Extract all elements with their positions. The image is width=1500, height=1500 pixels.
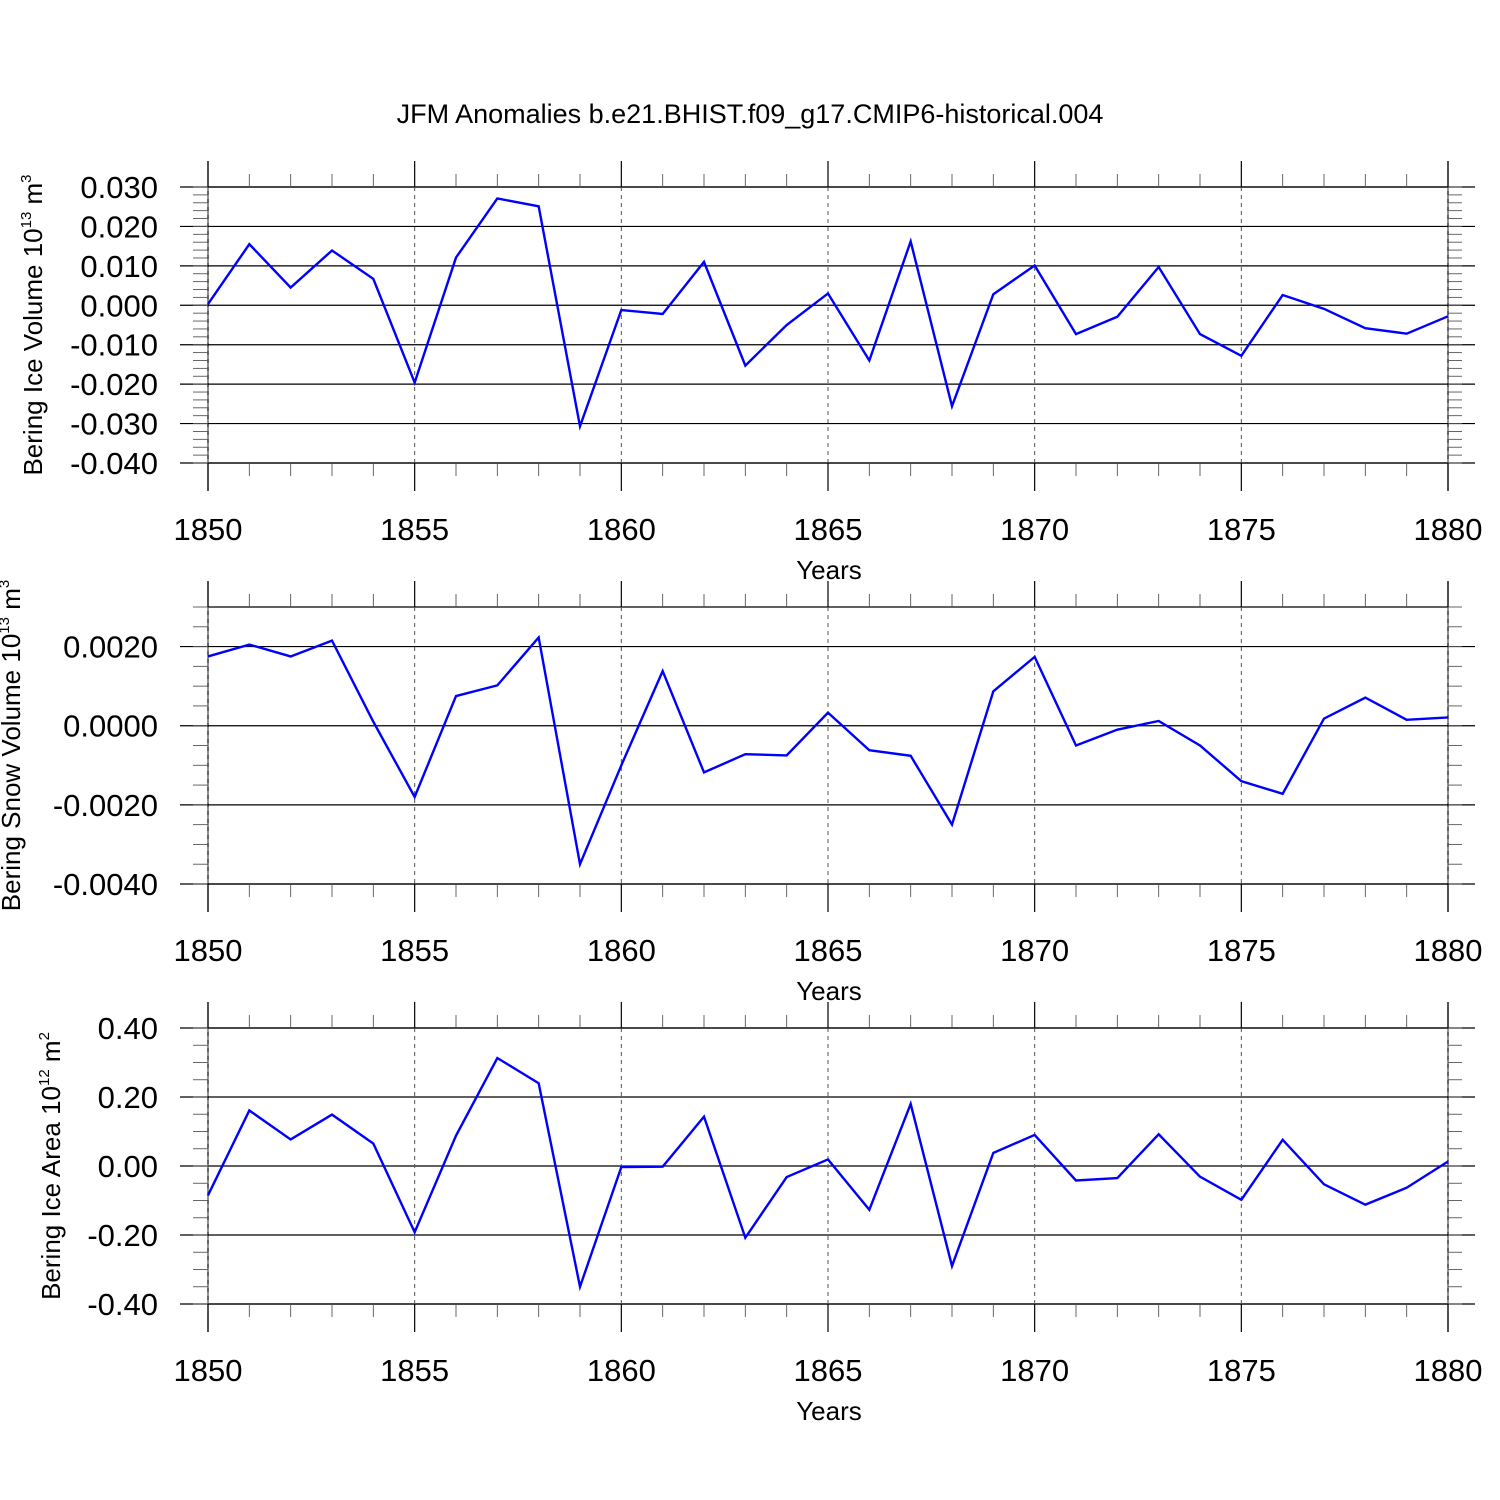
y-tick-label: -0.40	[87, 1287, 158, 1322]
series-line	[207, 634, 1449, 869]
y-tick-label: 0.20	[98, 1080, 158, 1115]
y-tick-label: -0.20	[87, 1218, 158, 1253]
series-line	[207, 197, 1449, 431]
x-tick-label: 1875	[1207, 512, 1276, 547]
x-tick-label: 1850	[174, 933, 243, 968]
y-tick-label: 0.010	[80, 249, 158, 284]
figure-title: JFM Anomalies b.e21.BHIST.f09_g17.CMIP6-…	[397, 99, 1104, 129]
series-line	[206, 1056, 1449, 1292]
y-tick-label: -0.030	[70, 407, 158, 442]
x-tick-label: 1880	[1414, 1353, 1483, 1388]
y-tick-label: -0.020	[70, 367, 158, 402]
x-tick-label: 1865	[794, 1353, 863, 1388]
x-tick-label: 1855	[380, 933, 449, 968]
y-axis-label: Bering Snow Volume 1013 m3	[0, 580, 26, 911]
y-tick-label: 0.030	[80, 170, 158, 205]
x-tick-label: 1855	[380, 1353, 449, 1388]
x-tick-label: 1855	[380, 512, 449, 547]
y-tick-label: -0.0020	[53, 788, 158, 823]
x-tick-label: 1860	[587, 1353, 656, 1388]
y-tick-label: -0.040	[70, 446, 158, 481]
panel-2: -0.0040 -0.0020 0.0000 0.0020 1850 1855 1860 18…	[0, 580, 1482, 1006]
y-tick-label: -0.010	[70, 328, 158, 363]
y-axis-label: Bering Ice Area 1012 m2	[36, 1032, 66, 1300]
x-tick-label: 1850	[174, 1353, 243, 1388]
x-tick-label: 1850	[174, 512, 243, 547]
y-tick-label: 0.00	[98, 1149, 158, 1184]
x-tick-label: 1870	[1000, 512, 1069, 547]
x-axis-label: Years	[796, 555, 862, 585]
y-tick-label: 0.0020	[63, 630, 158, 665]
x-tick-label: 1875	[1207, 933, 1276, 968]
y-tick-label: 0.000	[80, 288, 158, 323]
x-axis-label: Years	[796, 976, 862, 1006]
x-axis-label: Years	[796, 1396, 862, 1426]
y-axis-label: Bering Ice Volume 1013 m3	[18, 174, 48, 475]
x-tick-label: 1860	[587, 512, 656, 547]
y-tick-label: 0.0000	[63, 709, 158, 744]
x-tick-label: 1870	[1000, 1353, 1069, 1388]
panel-3: -0.40 -0.20 0.00 0.20 0.40 1850 1855 1860 1865 18…	[36, 1002, 1482, 1426]
x-tick-label: 1865	[794, 512, 863, 547]
y-tick-label: 0.020	[80, 209, 158, 244]
x-tick-label: 1880	[1414, 933, 1483, 968]
panel-1: -0.040 -0.030 -0.020 -0.010 0.000 0.010 0.020 0…	[18, 161, 1482, 585]
y-tick-label: 0.40	[98, 1011, 158, 1046]
x-tick-label: 1875	[1207, 1353, 1276, 1388]
y-tick-label: -0.0040	[53, 867, 158, 902]
x-tick-label: 1860	[587, 933, 656, 968]
x-tick-label: 1865	[794, 933, 863, 968]
panels: -0.040 -0.030 -0.020 -0.010 0.000 0.010 0.020 0…	[0, 161, 1482, 1426]
x-tick-label: 1880	[1414, 512, 1483, 547]
x-tick-label: 1870	[1000, 933, 1069, 968]
